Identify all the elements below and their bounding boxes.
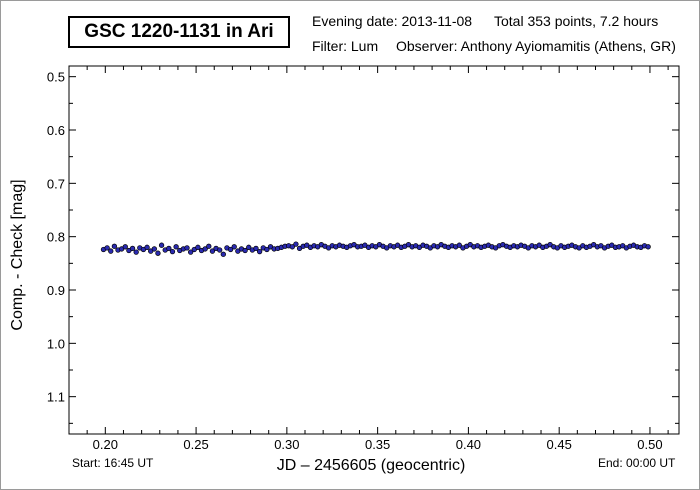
y-tick-label: 0.7 xyxy=(47,176,65,191)
data-point xyxy=(231,244,237,250)
data-point xyxy=(173,244,179,250)
observer-label: Observer: Anthony Ayiomamitis (Athens, G… xyxy=(396,38,676,54)
data-point xyxy=(256,248,263,255)
x-axis-label: JD – 2456605 (geocentric) xyxy=(276,457,466,474)
chart-title: GSC 1220-1131 in Ari xyxy=(68,16,290,48)
total-points: Total 353 points, 7.2 hours xyxy=(494,13,659,29)
data-point xyxy=(645,244,651,250)
x-tick-label: 0.20 xyxy=(93,437,118,452)
y-axis-ticks: 0.5 0.6 0.7 0.8 0.9 1.0 1.1 xyxy=(47,70,679,424)
data-point xyxy=(217,247,223,253)
data-point xyxy=(187,249,194,255)
data-point xyxy=(184,245,190,251)
data-point xyxy=(242,247,248,254)
data-point xyxy=(206,243,212,249)
y-tick-label: 0.9 xyxy=(47,283,65,298)
data-point xyxy=(151,246,157,252)
x-tick-label: 0.45 xyxy=(547,437,572,452)
data-point xyxy=(108,248,114,254)
x-axis-ticks: 0.20 0.25 0.30 0.35 0.40 0.45 0.50 xyxy=(68,66,669,452)
x-tick-label: 0.35 xyxy=(365,437,390,452)
evening-date: Evening date: 2013-11-08 xyxy=(312,13,473,29)
data-points xyxy=(100,241,651,257)
data-point xyxy=(246,244,252,250)
data-point xyxy=(293,241,299,247)
data-point xyxy=(166,245,172,252)
data-point xyxy=(253,245,259,252)
y-tick-label: 0.5 xyxy=(47,70,65,85)
data-point xyxy=(144,244,150,250)
data-point xyxy=(111,243,118,249)
data-point xyxy=(133,249,139,255)
y-tick-label: 0.6 xyxy=(47,123,65,138)
y-tick-label: 1.1 xyxy=(47,390,65,405)
data-point xyxy=(220,251,226,257)
data-point xyxy=(158,242,165,248)
x-tick-label: 0.50 xyxy=(637,437,662,452)
start-time: Start: 16:45 UT xyxy=(72,456,154,470)
data-point xyxy=(129,245,136,252)
data-point xyxy=(104,245,110,251)
x-tick-label: 0.30 xyxy=(274,437,299,452)
end-time: End: 00:00 UT xyxy=(598,456,676,470)
x-tick-label: 0.25 xyxy=(183,437,208,452)
filter-label: Filter: Lum xyxy=(312,38,379,54)
x-tick-label: 0.40 xyxy=(456,437,481,452)
data-point xyxy=(195,244,201,250)
data-point xyxy=(122,244,128,250)
data-point xyxy=(289,244,295,250)
y-tick-label: 0.8 xyxy=(47,230,65,245)
y-tick-label: 1.0 xyxy=(47,336,65,351)
data-point xyxy=(264,246,270,253)
data-point xyxy=(456,242,462,248)
plot-area xyxy=(68,65,680,435)
data-point xyxy=(202,246,208,252)
data-point xyxy=(227,246,234,253)
data-point xyxy=(155,250,161,256)
data-point xyxy=(169,248,176,255)
y-axis-label: Comp. - Check [mag] xyxy=(9,179,26,331)
data-point xyxy=(209,248,216,254)
